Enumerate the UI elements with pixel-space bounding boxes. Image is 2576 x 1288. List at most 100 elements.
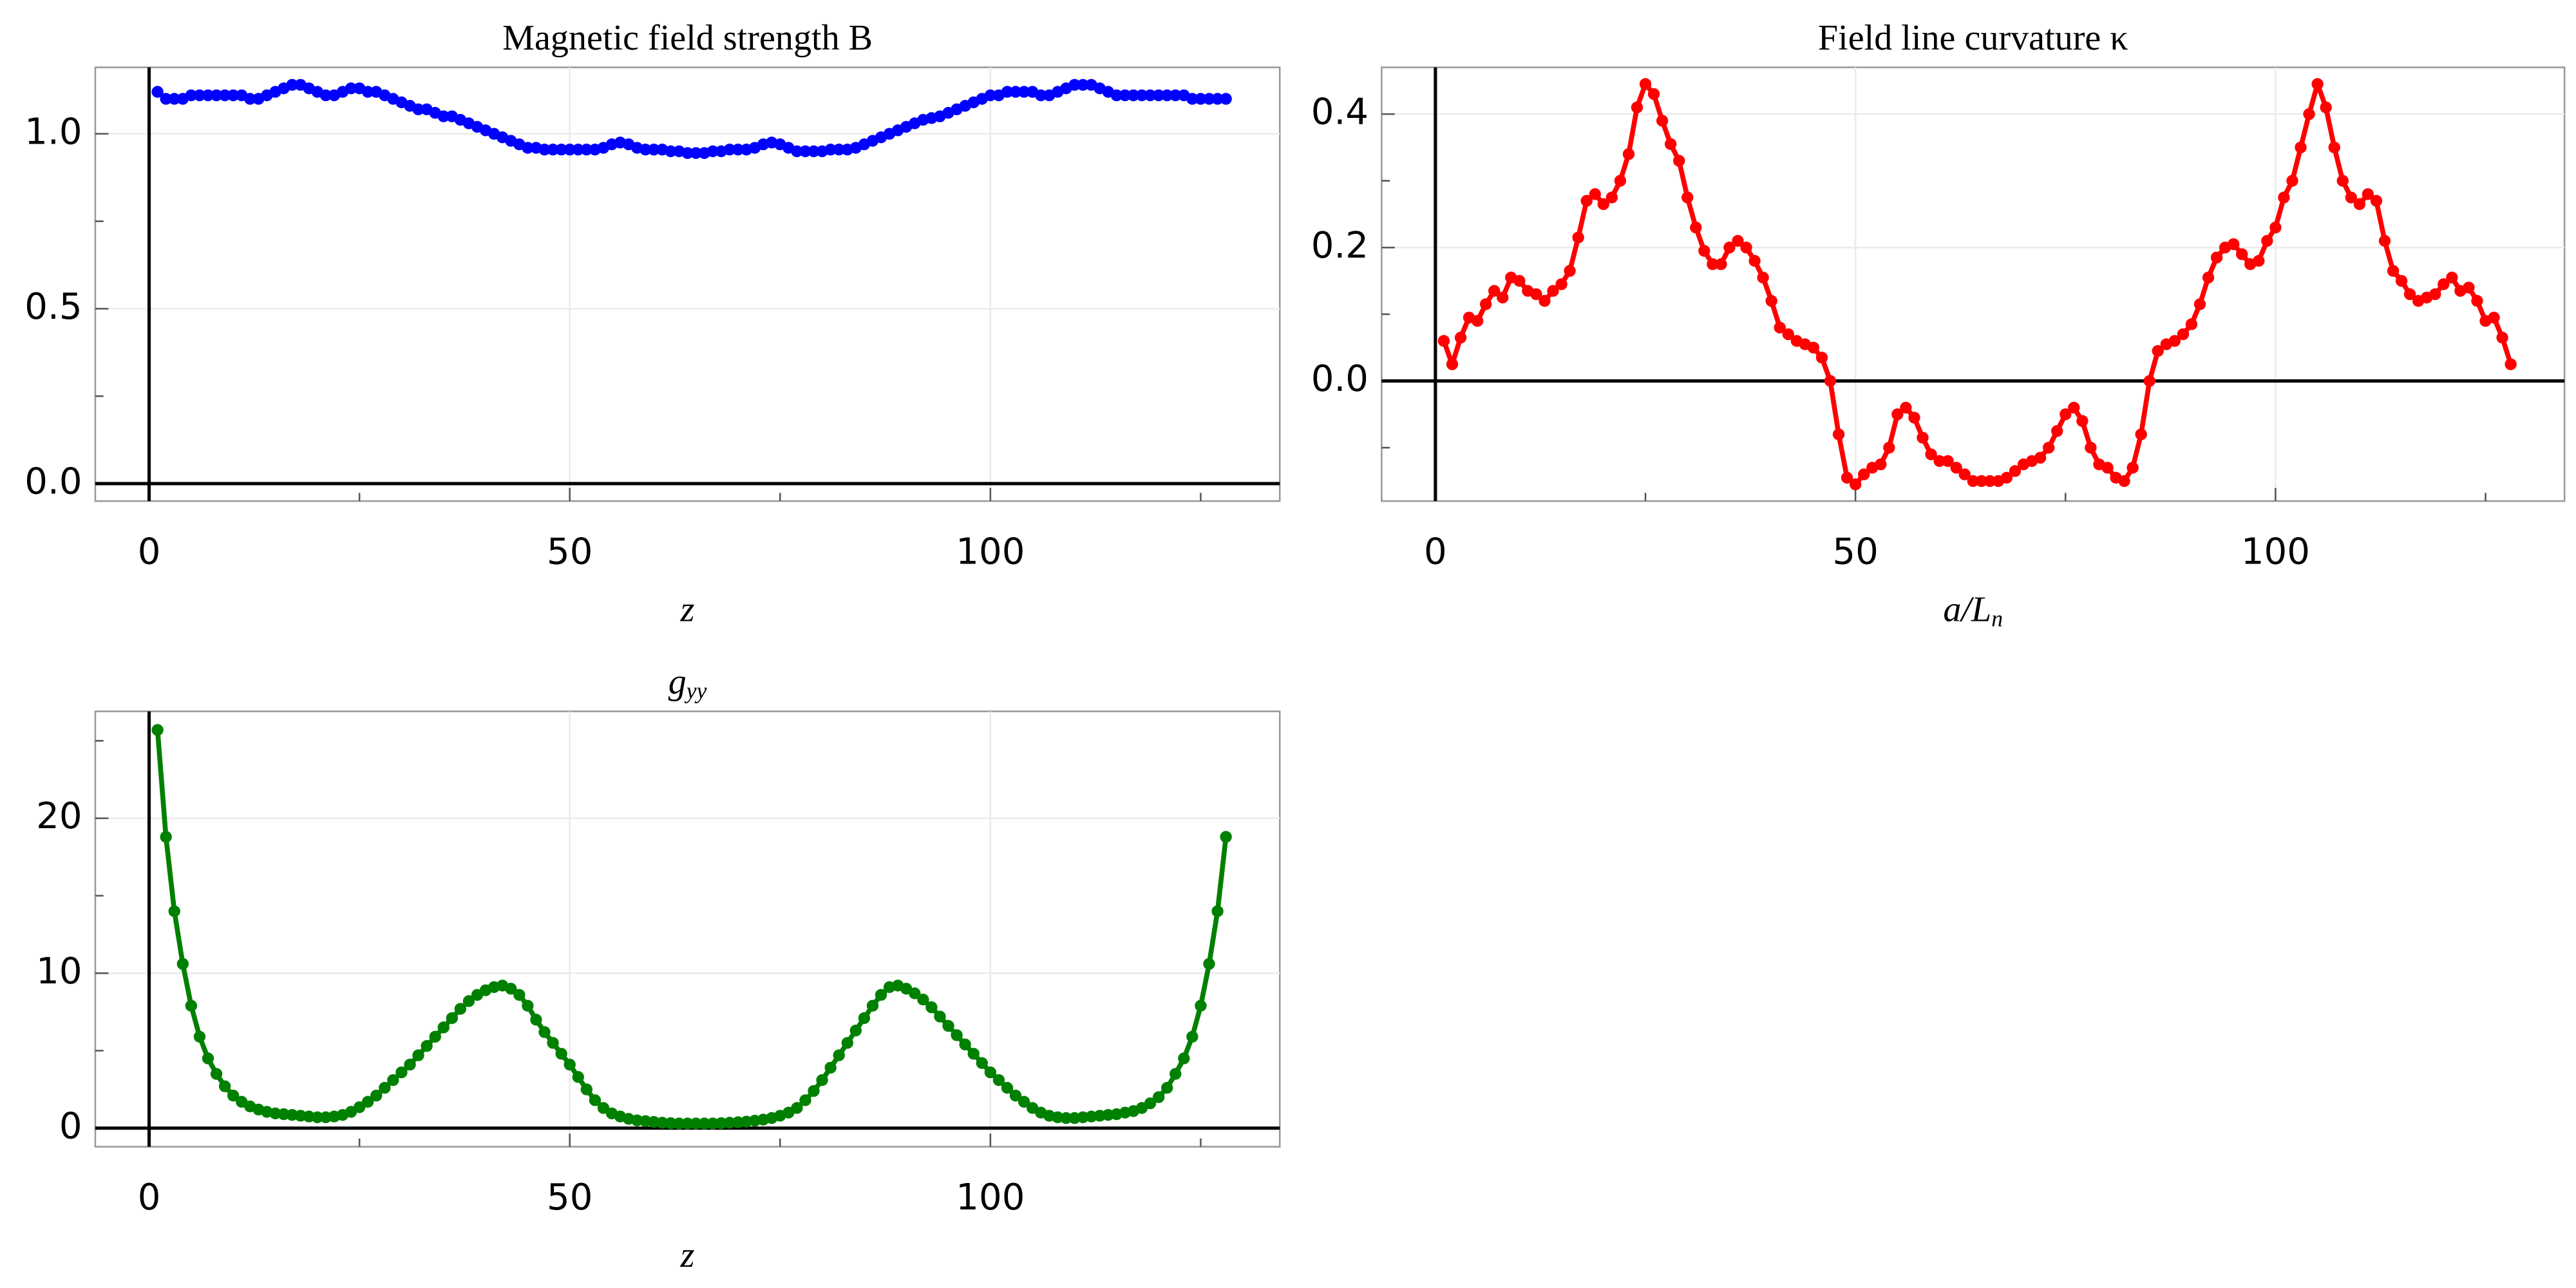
data-point [1479, 298, 1492, 310]
data-point [1891, 408, 1904, 421]
data-point [967, 1048, 980, 1060]
data-point [2193, 298, 2206, 310]
data-point [2311, 78, 2324, 90]
data-point [833, 144, 845, 156]
data-point [858, 1012, 871, 1025]
data-line [1441, 81, 2514, 487]
data-point [2395, 274, 2408, 287]
data-point [218, 1080, 231, 1092]
data-point [639, 144, 652, 156]
data-point [1841, 471, 1853, 484]
panel-title: gyy [668, 662, 707, 704]
data-point [799, 1094, 811, 1106]
data-point [1178, 1052, 1190, 1065]
data-point [1186, 93, 1198, 105]
panel-title: Magnetic field strength B [502, 18, 873, 58]
data-point [673, 1117, 685, 1130]
data-point [917, 993, 929, 1006]
data-point [2353, 198, 2366, 211]
data-point [1547, 285, 1559, 297]
data-point [462, 995, 475, 1007]
data-point [808, 1084, 820, 1097]
data-point [555, 144, 567, 156]
data-point [1631, 101, 1643, 113]
title-text: g [668, 662, 687, 702]
data-point [2227, 238, 2240, 251]
data-point [1858, 468, 1870, 480]
x-axis-label: z [680, 589, 695, 629]
data-point [564, 144, 576, 156]
data-point [218, 89, 231, 102]
data-point [1135, 89, 1148, 102]
data-point [564, 1058, 576, 1071]
data-point [942, 1019, 954, 1032]
title-subscript: yy [685, 678, 707, 704]
data-point [2152, 345, 2164, 357]
data-point [2446, 271, 2458, 284]
data-point [925, 1001, 938, 1014]
data-point [984, 89, 997, 102]
data-point [1875, 458, 1887, 471]
data-point [2060, 408, 2072, 421]
data-point [1211, 905, 1224, 918]
data-point [2471, 295, 2483, 307]
data-point [395, 1066, 408, 1079]
data-point [513, 989, 526, 1001]
data-point [2068, 401, 2080, 414]
data-point [1001, 1082, 1014, 1094]
data-point [429, 1030, 441, 1043]
data-point [1656, 115, 1669, 127]
data-point [387, 1074, 399, 1086]
data-point [1883, 441, 1895, 454]
data-point [345, 82, 357, 95]
data-point [1170, 1068, 1182, 1080]
data-point [2378, 234, 2391, 247]
data-point [1681, 191, 1694, 204]
data-point [2505, 358, 2517, 370]
x-tick-label: 50 [547, 1177, 592, 1218]
data-point [1195, 93, 1207, 105]
data-point [1849, 478, 1862, 491]
data-point [1203, 93, 1215, 105]
data-point [791, 1102, 803, 1114]
x-label-text: a/L [1943, 589, 1991, 629]
data-point [2463, 281, 2475, 294]
data-point [580, 1083, 593, 1095]
data-point [538, 144, 551, 156]
data-point [681, 1117, 694, 1130]
data-point [1009, 86, 1022, 98]
data-point [193, 1030, 206, 1043]
data-point [1018, 1095, 1030, 1108]
x-tick-label: 0 [1424, 531, 1447, 573]
data-point [1009, 1090, 1022, 1102]
data-point [379, 1082, 391, 1094]
data-point [1068, 79, 1081, 91]
data-point [951, 1029, 963, 1041]
data-point [1605, 191, 1618, 204]
data-point [2429, 288, 2441, 301]
data-point [715, 1117, 728, 1130]
y-tick-label: 1.0 [24, 111, 82, 153]
data-point [1933, 455, 1946, 468]
data-point [1119, 89, 1132, 102]
data-point [2185, 318, 2198, 330]
data-point [808, 145, 820, 158]
data-point [580, 144, 593, 156]
data-point [824, 144, 837, 156]
data-point [2042, 441, 2055, 454]
data-point [160, 831, 172, 843]
data-point [1018, 86, 1030, 98]
data-point [665, 145, 677, 158]
data-point [555, 1048, 567, 1060]
title-text: Magnetic field strength B [502, 18, 873, 58]
data-point [1614, 175, 1627, 187]
data-point [522, 999, 534, 1012]
data-point [2000, 471, 2013, 484]
data-point [1555, 278, 1567, 290]
data-point [665, 1117, 677, 1130]
data-point [1446, 358, 1459, 370]
data-point [1732, 234, 1744, 247]
data-point [690, 1117, 702, 1130]
data-point [681, 147, 694, 159]
